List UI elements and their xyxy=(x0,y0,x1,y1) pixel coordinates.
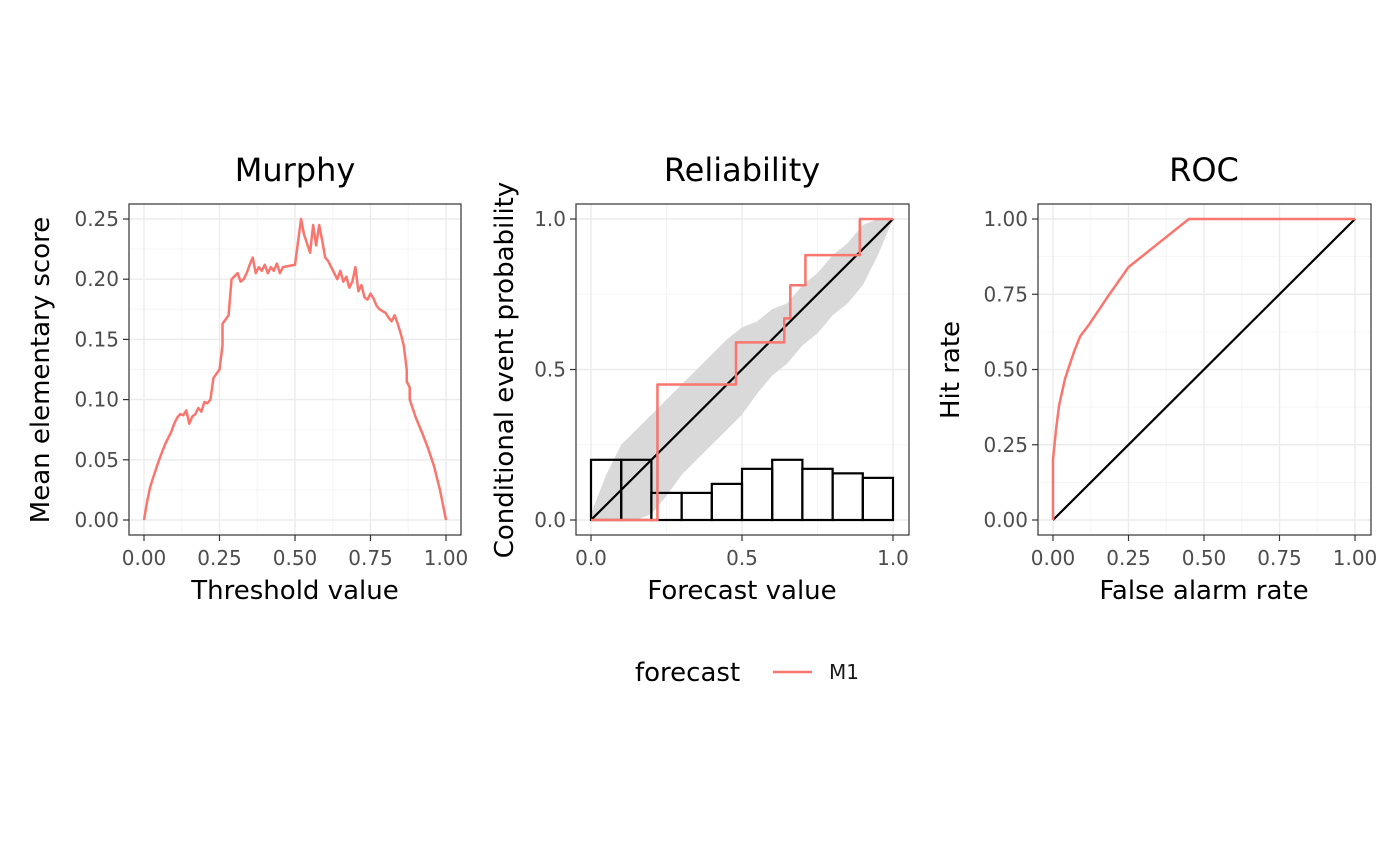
y-tick-label: 0.5 xyxy=(534,358,566,382)
legend-label-m1: M1 xyxy=(829,660,859,684)
x-tick-label: 0.00 xyxy=(1031,546,1076,570)
roc-panel: ROC 0.00 0.25 0.50 0.75 1.00 0.00 0.25 0.50 0.7… xyxy=(936,151,1377,606)
x-tick-label: 0.00 xyxy=(122,546,167,570)
x-tick-label: 0.25 xyxy=(197,546,242,570)
reliability-histogram-bar xyxy=(861,476,895,522)
y-tick-label: 0.00 xyxy=(74,508,119,532)
reliability-y-axis: 0.0 0.5 1.0 xyxy=(534,207,576,532)
y-tick-label: 0.20 xyxy=(74,267,119,291)
y-tick-label: 1.0 xyxy=(534,207,566,231)
y-tick-label: 0.0 xyxy=(534,508,566,532)
y-tick-label: 0.75 xyxy=(983,282,1028,306)
murphy-marks xyxy=(142,217,448,521)
y-tick-label: 0.15 xyxy=(74,327,119,351)
x-tick-label: 0.25 xyxy=(1106,546,1151,570)
x-tick-label: 0.5 xyxy=(726,546,758,570)
murphy-x-axis-title: Threshold value xyxy=(190,576,398,606)
x-tick-label: 1.00 xyxy=(1333,546,1378,570)
reliability-y-axis-title: Conditional event probability xyxy=(490,182,520,559)
y-tick-label: 1.00 xyxy=(983,207,1028,231)
roc-y-axis: 0.00 0.25 0.50 0.75 1.00 xyxy=(983,207,1038,532)
x-tick-label: 0.50 xyxy=(273,546,318,570)
roc-marks xyxy=(1051,217,1356,521)
x-tick-label: 0.0 xyxy=(575,546,607,570)
reliability-series-line-m1 xyxy=(591,217,893,522)
roc-x-axis: 0.00 0.25 0.50 0.75 1.00 xyxy=(1031,535,1378,570)
legend: forecast M1 xyxy=(635,658,859,688)
murphy-series-line-m1 xyxy=(142,217,448,521)
y-tick-label: 0.00 xyxy=(983,508,1028,532)
y-tick-label: 0.05 xyxy=(74,448,119,472)
roc-y-axis-title: Hit rate xyxy=(936,321,966,419)
murphy-x-axis: 0.00 0.25 0.50 0.75 1.00 xyxy=(122,535,469,570)
x-tick-label: 1.0 xyxy=(877,546,909,570)
reliability-x-axis: 0.0 0.5 1.0 xyxy=(575,535,909,570)
reliability-title: Reliability xyxy=(664,151,820,189)
y-tick-label: 0.10 xyxy=(74,388,119,412)
y-tick-label: 0.25 xyxy=(74,207,119,231)
murphy-title: Murphy xyxy=(235,151,356,189)
roc-series-line-m1 xyxy=(1051,217,1355,520)
roc-x-axis-title: False alarm rate xyxy=(1099,576,1308,606)
reliability-panel: Reliability 0.0 0.5 1.0 0.0 0.5 1.0 Forecast… xyxy=(490,151,910,606)
y-tick-label: 0.25 xyxy=(983,433,1028,457)
x-tick-label: 1.00 xyxy=(424,546,469,570)
murphy-gridlines xyxy=(129,204,461,535)
reliability-marks xyxy=(589,217,895,522)
murphy-y-axis-title: Mean elementary score xyxy=(26,217,56,523)
x-tick-label: 0.75 xyxy=(348,546,393,570)
roc-title: ROC xyxy=(1169,151,1239,189)
x-tick-label: 0.75 xyxy=(1257,546,1302,570)
murphy-panel: Murphy 0.00 0.25 0.50 0.75 1.00 0.00 0.05 0.10… xyxy=(26,151,468,606)
murphy-y-axis: 0.00 0.05 0.10 0.15 0.20 0.25 xyxy=(74,207,129,532)
reliability-x-axis-title: Forecast value xyxy=(647,576,836,606)
legend-title: forecast xyxy=(635,658,740,688)
reliability-diagonal-line xyxy=(590,218,894,521)
x-tick-label: 0.50 xyxy=(1182,546,1227,570)
roc-diagonal-line xyxy=(1052,218,1356,521)
y-tick-label: 0.50 xyxy=(983,358,1028,382)
